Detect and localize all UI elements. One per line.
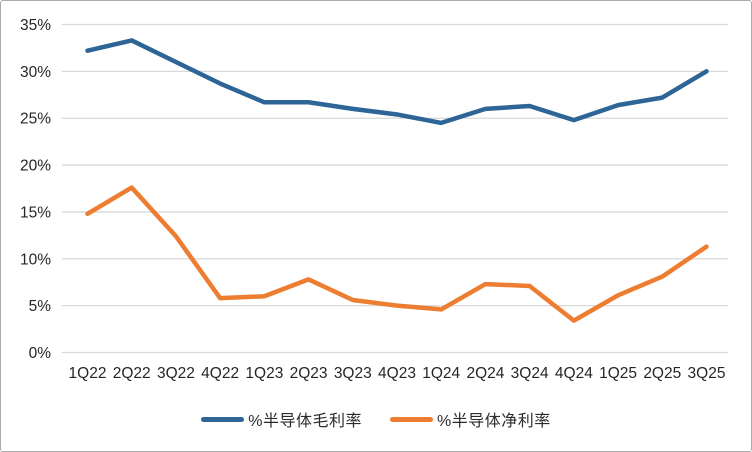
x-tick-label: 4Q22 [201, 365, 239, 382]
y-tick-label: 0% [29, 345, 52, 362]
y-tick-label: 10% [20, 251, 51, 268]
net-margin-line-marker [390, 416, 433, 422]
x-tick-label: 4Q24 [555, 365, 593, 382]
x-tick-label: 1Q25 [599, 365, 637, 382]
x-tick-label: 1Q24 [422, 365, 460, 382]
y-tick-label: 35% [20, 17, 51, 34]
x-tick-label: 2Q24 [466, 365, 504, 382]
legend-label-net-margin: %半导体净利率 [437, 413, 551, 430]
x-tick-label: 2Q25 [643, 365, 681, 382]
x-tick-label: 3Q24 [511, 365, 549, 382]
x-tick-label: 3Q25 [688, 365, 726, 382]
x-tick-label: 3Q23 [334, 365, 372, 382]
legend-item-net-margin: %半导体净利率 [390, 407, 551, 431]
y-tick-label: 30% [20, 64, 51, 81]
x-tick-label: 4Q23 [378, 365, 416, 382]
y-tick-label: 25% [20, 111, 51, 128]
x-tick-label: 1Q23 [245, 365, 283, 382]
y-tick-label: 15% [20, 204, 51, 221]
x-tick-label: 2Q23 [290, 365, 328, 382]
gross-margin-line-marker [201, 416, 245, 422]
net-margin-line [85, 185, 709, 323]
chart-legend: %半导体毛利率 %半导体净利率 [1, 404, 751, 434]
y-tick-label: 20% [20, 158, 51, 175]
x-tick-label: 1Q22 [69, 365, 107, 382]
legend-label-gross-margin: %半导体毛利率 [248, 413, 362, 430]
gross-margin-line [85, 38, 709, 126]
x-tick-label: 2Q22 [113, 365, 151, 382]
legend-item-gross-margin: %半导体毛利率 [201, 407, 362, 431]
x-tick-label: 3Q22 [157, 365, 195, 382]
y-tick-label: 5% [29, 298, 52, 315]
